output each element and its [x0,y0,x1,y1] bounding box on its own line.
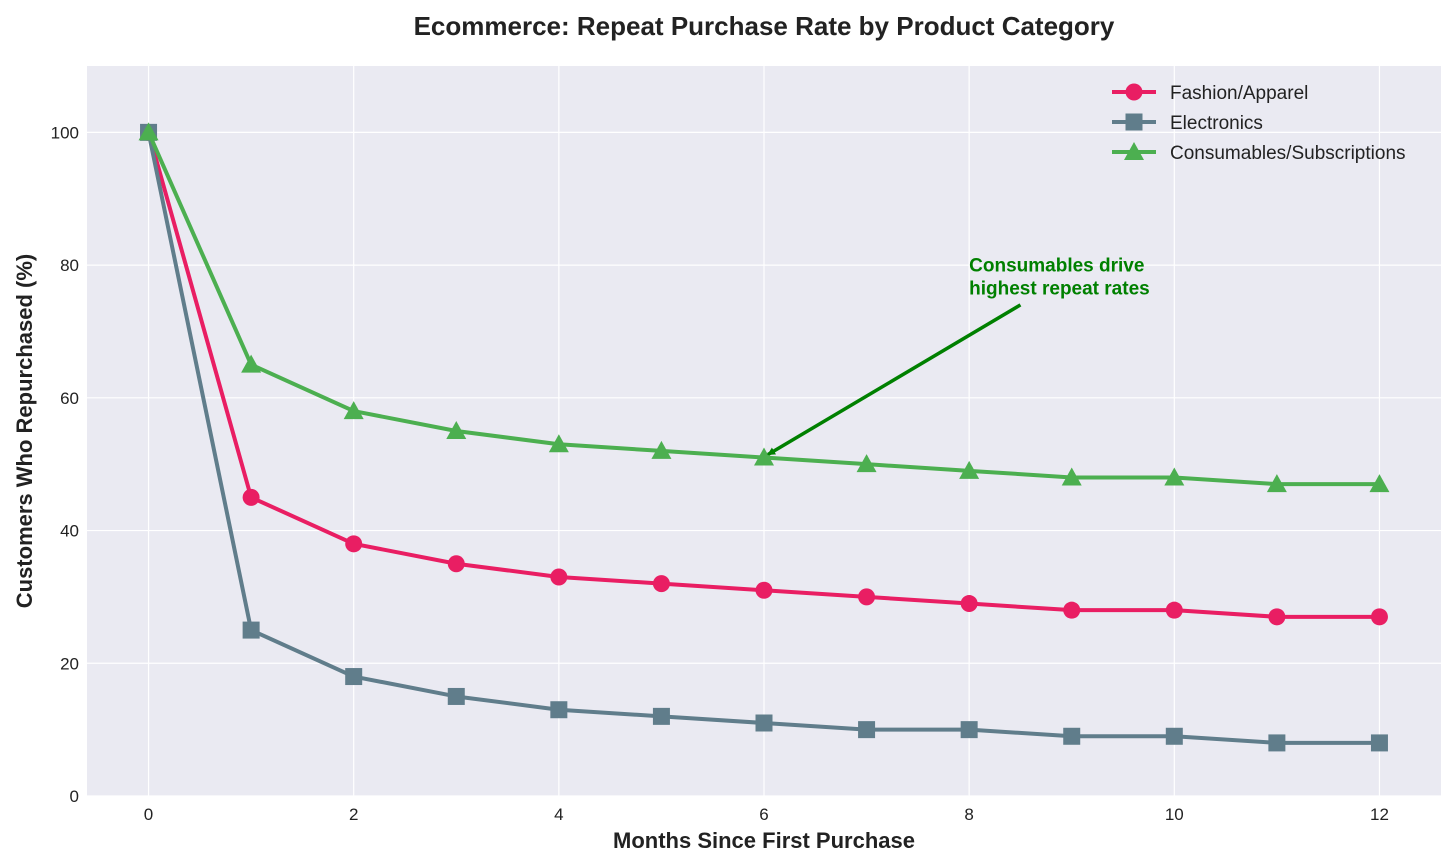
data-point-consumables-subscriptions [754,447,774,466]
series-consumables-subscriptions [138,122,1390,493]
legend-marker-electronics [1125,113,1143,131]
x-tick-label: 0 [144,805,153,824]
legend-item-consumables-subscriptions: Consumables/Subscriptions [1112,142,1406,164]
data-point-consumables-subscriptions [446,421,467,439]
data-point-electronics [960,721,978,739]
data-point-fashion-apparel [960,595,978,613]
data-point-electronics [755,714,773,732]
annotation-text: Consumables drive highest repeat rates [969,256,1150,300]
grid [87,66,1441,797]
data-point-consumables-subscriptions [1369,474,1390,493]
data-point-fashion-apparel [1063,601,1081,619]
data-point-electronics [242,621,260,639]
legend: Fashion/Apparel Electronics Consumables/Su… [1112,83,1406,164]
annotation-line: Consumables drive [969,256,1144,277]
data-point-consumables-subscriptions [548,434,569,453]
data-point-electronics [1165,727,1183,745]
data-point-fashion-apparel [447,555,465,573]
y-axis-label: Customers Who Repurchased (%) [12,254,37,609]
chart-title: Ecommerce: Repeat Purchase Rate by Produ… [414,11,1115,41]
legend-label-electronics: Electronics [1170,113,1263,134]
ticks: 0 2 4 6 8 10 12 0 20 40 60 80 100 [51,123,1389,824]
data-point-fashion-apparel [858,588,876,606]
y-tick-label: 20 [60,654,79,673]
data-point-fashion-apparel [242,488,260,506]
data-point-electronics [1268,734,1286,752]
x-tick-label: 6 [759,805,768,824]
data-point-electronics [858,721,876,739]
data-point-electronics [1370,734,1388,752]
legend-label-fashion-apparel: Fashion/Apparel [1170,83,1308,104]
data-point-consumables-subscriptions [1266,474,1287,493]
legend-marker-consumables-subscriptions [1124,142,1144,160]
data-point-consumables-subscriptions [959,460,980,479]
data-point-fashion-apparel [1268,608,1286,626]
x-tick-label: 12 [1370,805,1389,824]
data-point-electronics [652,707,670,725]
y-tick-label: 60 [60,389,79,408]
data-point-fashion-apparel [755,581,773,599]
annotation: Consumables drive highest repeat rates [767,256,1150,457]
legend-marker-fashion-apparel [1125,83,1143,101]
data-point-fashion-apparel [550,568,568,586]
y-tick-label: 80 [60,256,79,275]
legend-item-fashion-apparel: Fashion/Apparel [1112,83,1308,104]
legend-item-electronics: Electronics [1112,113,1263,134]
x-tick-label: 10 [1165,805,1184,824]
data-point-consumables-subscriptions [343,401,364,420]
x-tick-label: 2 [349,805,358,824]
y-tick-label: 0 [70,787,79,806]
data-point-consumables-subscriptions [856,454,877,473]
x-axis-label: Months Since First Purchase [613,828,915,853]
data-point-consumables-subscriptions [1061,467,1082,486]
data-point-electronics [550,701,568,719]
data-point-consumables-subscriptions [651,440,672,459]
x-tick-label: 4 [554,805,563,824]
data-point-fashion-apparel [1370,608,1388,626]
annotation-arrow [767,303,1022,457]
data-point-consumables-subscriptions [241,354,262,373]
data-point-electronics [345,668,363,686]
data-point-consumables-subscriptions [138,122,159,141]
x-tick-label: 8 [964,805,973,824]
annotation-line: highest repeat rates [969,279,1150,300]
data-point-fashion-apparel [1165,601,1183,619]
y-tick-label: 40 [60,522,79,541]
data-point-electronics [447,687,465,705]
legend-label-consumables-subscriptions: Consumables/Subscriptions [1170,143,1406,164]
data-point-fashion-apparel [345,535,363,553]
y-tick-label: 100 [51,123,79,142]
data-point-fashion-apparel [652,575,670,593]
data-point-consumables-subscriptions [1164,467,1185,486]
series-layer [138,122,1390,752]
data-point-electronics [1063,727,1081,745]
